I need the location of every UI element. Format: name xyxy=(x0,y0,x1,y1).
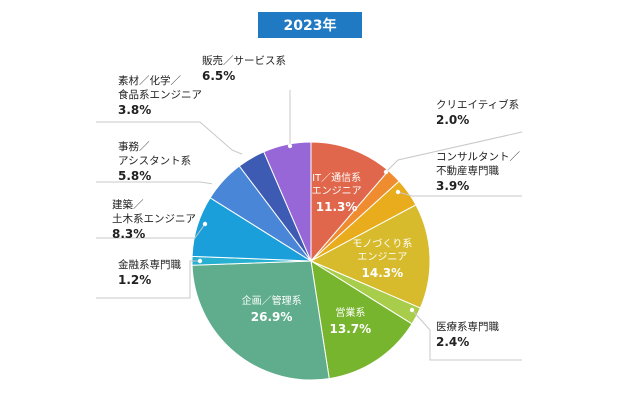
leader-lines xyxy=(96,90,523,361)
pie-slice-4 xyxy=(309,204,431,309)
slice-name-line: 素材／化学／ xyxy=(118,74,181,87)
pie-slices xyxy=(191,141,431,381)
slice-name-line: コンサルタント／ xyxy=(436,151,520,163)
slice-value: 6.5% xyxy=(202,69,235,83)
slice-name-line: 建築／ xyxy=(112,198,144,211)
slice-label-5: 医療系専門職 2.4% xyxy=(436,320,499,349)
leader-dot-5 xyxy=(409,307,415,313)
slice-name-line: 食品系エンジニア xyxy=(118,88,202,101)
slice-value: 26.9% xyxy=(251,310,293,324)
slice-name-line: エンジニア xyxy=(312,186,362,197)
leader-line-11 xyxy=(96,121,245,156)
pie-slice-6 xyxy=(310,259,413,380)
slice-value: 3.9% xyxy=(436,179,469,193)
leader-dot-3 xyxy=(395,189,401,195)
leader-line-5 xyxy=(411,309,522,361)
slice-label-10: 事務／ アシスタント系 5.8% xyxy=(118,140,191,183)
slice-name-line: 営業系 xyxy=(335,306,365,319)
slice-label-3: コンサルタント／不動産専門職 3.9% xyxy=(436,151,520,193)
slice-label-12: 販売／サービス系 6.5% xyxy=(202,54,286,83)
leader-dot-12 xyxy=(287,143,293,149)
slice-label-11: 素材／化学／食品系エンジニア 3.8% xyxy=(118,74,202,117)
slice-label-9: 建築／土木系エンジニア 8.3% xyxy=(112,198,196,241)
pie-slice-12 xyxy=(263,141,312,262)
slice-name-line: エンジニア xyxy=(357,252,407,263)
slice-name-line: 企画／管理系 xyxy=(242,294,302,307)
leader-line-10 xyxy=(96,181,215,185)
slice-name-line: 販売／サービス系 xyxy=(202,54,286,67)
pie-slice-7 xyxy=(191,260,330,381)
slice-value: 3.8% xyxy=(118,103,151,117)
slice-label-6: 営業系 13.7% xyxy=(330,306,372,336)
pie-slice-1 xyxy=(310,141,390,263)
leader-line-9 xyxy=(96,223,206,239)
slice-labels: IT／通信系エンジニア11.3%クリエイティブ系2.0%コンサルタント／不動産専… xyxy=(112,54,520,349)
leader-dot-8 xyxy=(197,258,203,264)
leader-dot-2 xyxy=(383,169,389,175)
slice-label-8: 金融系専門職 1.2% xyxy=(118,258,181,287)
leader-dot-10 xyxy=(211,181,217,187)
slice-label-7: 企画／管理系 26.9% xyxy=(242,294,302,324)
slice-value: 13.7% xyxy=(330,322,372,336)
slice-name-line: 事務／ xyxy=(118,140,150,153)
leader-line-3 xyxy=(397,191,522,197)
slice-name-line: 医療系専門職 xyxy=(436,320,499,333)
slice-name-line: クリエイティブ系 xyxy=(436,98,519,111)
slice-value: 2.0% xyxy=(436,113,469,127)
slice-value: 11.3% xyxy=(316,200,358,214)
slice-name-line: IT／通信系 xyxy=(312,172,361,184)
slice-name-line: 不動産専門職 xyxy=(436,164,499,177)
slice-name-line: アシスタント系 xyxy=(118,155,191,167)
slice-value: 1.2% xyxy=(118,273,151,287)
slice-value: 2.4% xyxy=(436,335,469,349)
slice-value: 14.3% xyxy=(362,266,404,280)
year-badge: 2023年 xyxy=(258,12,362,38)
slice-value: 8.3% xyxy=(112,227,145,241)
leader-line-2 xyxy=(385,131,523,173)
slice-label-2: クリエイティブ系 2.0% xyxy=(436,98,519,127)
slice-name-line: 土木系エンジニア xyxy=(112,212,196,225)
leader-line-8 xyxy=(96,260,200,299)
leader-dot-11 xyxy=(241,152,247,158)
slice-name-line: モノづくり系 xyxy=(352,238,412,250)
slice-value: 5.8% xyxy=(118,169,151,183)
slice-name-line: 金融系専門職 xyxy=(118,258,181,271)
leader-dot-9 xyxy=(202,221,208,227)
